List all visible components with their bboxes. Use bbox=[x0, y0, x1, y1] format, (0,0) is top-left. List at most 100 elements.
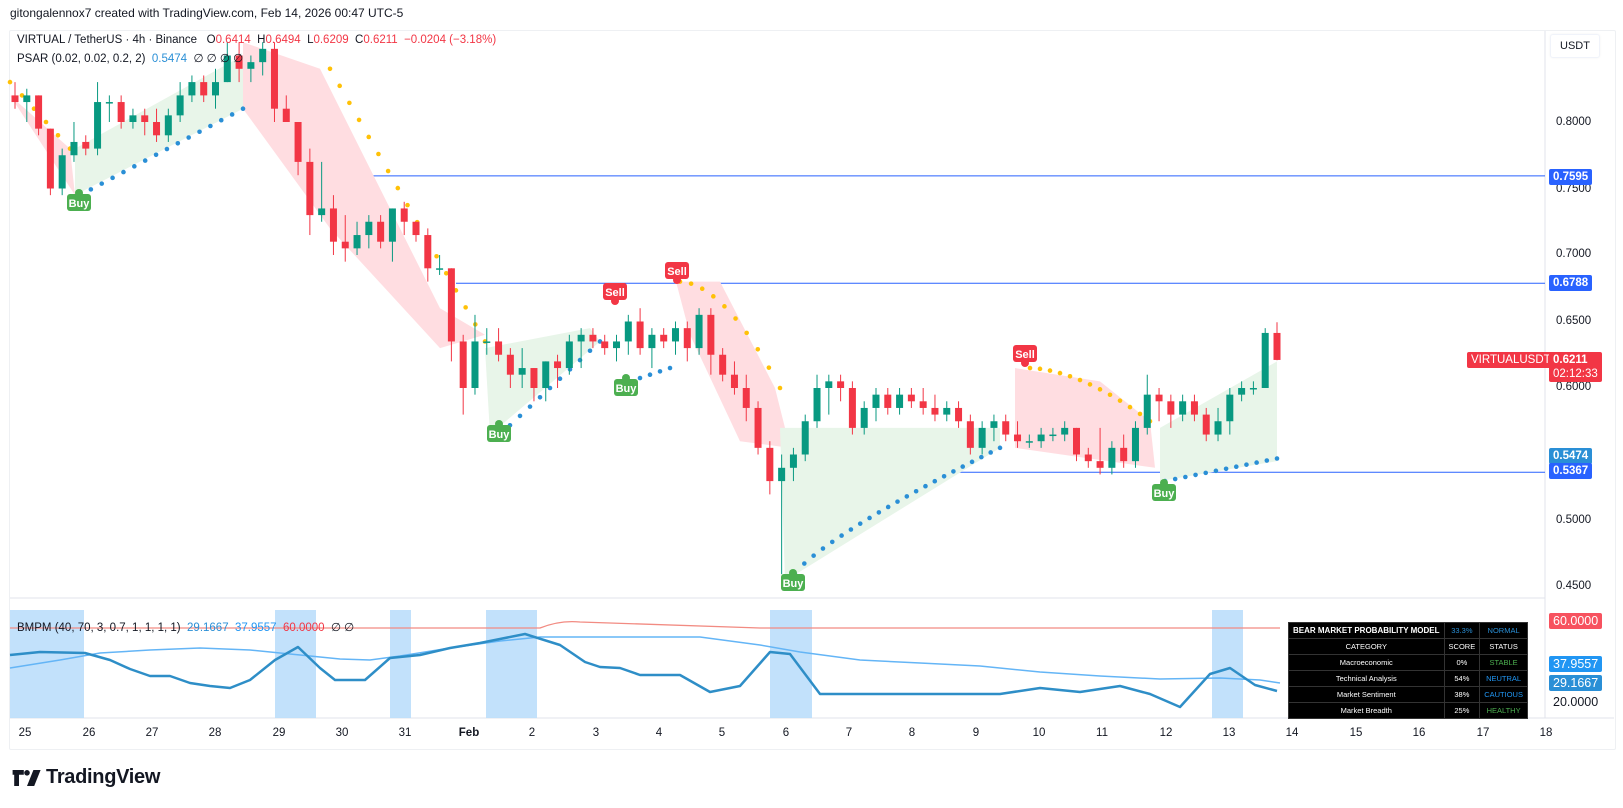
bear-regime: NORMAL bbox=[1479, 622, 1528, 639]
candle-body bbox=[424, 235, 432, 269]
psar-dot bbox=[356, 117, 362, 123]
currency-button[interactable]: USDT bbox=[1550, 34, 1600, 58]
psar-dot bbox=[1037, 366, 1043, 372]
symbol-title[interactable]: VIRTUAL / TetherUS · 4h · Binance bbox=[17, 34, 198, 46]
candle-body bbox=[471, 341, 479, 388]
oscillator-level-tag: 20.0000 bbox=[1553, 695, 1599, 709]
candle-body bbox=[1143, 394, 1151, 428]
bmpm-value-1: 29.1667 bbox=[187, 622, 229, 634]
sell-signal-text: Sell bbox=[605, 287, 625, 299]
time-tick-label: 6 bbox=[782, 727, 790, 739]
psar-dot bbox=[811, 553, 816, 558]
candle-body bbox=[318, 208, 326, 216]
time-tick-label: 7 bbox=[845, 727, 853, 739]
time-tick-label: 16 bbox=[1412, 727, 1426, 739]
oscillator-level-tag: 29.1667 bbox=[1549, 675, 1603, 691]
psar-dot bbox=[1027, 365, 1033, 371]
candle-body bbox=[966, 421, 974, 448]
psar-dot bbox=[941, 473, 947, 479]
psar-dot bbox=[1254, 460, 1259, 465]
price-tick-label: 0.7000 bbox=[1556, 248, 1592, 260]
psar-dot bbox=[218, 117, 224, 123]
psar-dot bbox=[744, 330, 749, 336]
psar-dot bbox=[443, 270, 449, 276]
candle-body bbox=[860, 407, 868, 428]
psar-dot bbox=[1193, 472, 1198, 478]
psar-dot bbox=[153, 152, 159, 158]
candle-body bbox=[978, 427, 986, 448]
psar-dot bbox=[55, 133, 61, 138]
psar-dot bbox=[1077, 377, 1083, 383]
psar-dot bbox=[895, 499, 900, 504]
candle-body bbox=[778, 467, 786, 482]
price-tick-label: 0.6000 bbox=[1556, 381, 1592, 393]
price-level-tag: 0.5474 bbox=[1549, 448, 1593, 464]
close-label: C bbox=[355, 34, 364, 46]
psar-dot bbox=[802, 561, 807, 566]
candle-body bbox=[1120, 447, 1128, 462]
table-row: Macroeconomic 0% STABLE bbox=[1288, 654, 1528, 671]
psar-dot bbox=[711, 294, 716, 299]
candle-body bbox=[518, 368, 526, 375]
psar-name[interactable]: PSAR (0.02, 0.02, 0.2, 2) bbox=[17, 53, 146, 65]
candle-body bbox=[1049, 434, 1057, 437]
candle-body bbox=[23, 95, 31, 103]
psar-dot bbox=[923, 483, 928, 489]
candle-body bbox=[1014, 434, 1022, 442]
candle-body bbox=[884, 394, 892, 408]
sell-signal-label bbox=[665, 262, 689, 279]
sell-signal-label bbox=[603, 283, 627, 300]
candle-body bbox=[601, 341, 609, 349]
psar-dot bbox=[208, 123, 213, 129]
bmpm-name[interactable]: BMPM (40, 70, 3, 0.7, 1, 1, 1, 1) bbox=[17, 622, 181, 634]
bmpm-legend[interactable]: BMPM (40, 70, 3, 0.7, 1, 1, 1, 1) 29.166… bbox=[17, 620, 354, 634]
candle-body bbox=[306, 161, 314, 216]
candle-body bbox=[554, 361, 562, 369]
psar-dot bbox=[142, 158, 148, 163]
candle-body bbox=[648, 334, 656, 349]
psar-dot bbox=[1137, 411, 1143, 417]
psar-dot bbox=[932, 478, 938, 484]
psar-extra-values: ∅ ∅ ∅ ∅ bbox=[193, 53, 244, 65]
candle-body bbox=[660, 334, 668, 342]
psar-dot bbox=[647, 372, 653, 378]
candle-body bbox=[259, 48, 267, 63]
row-status: CAUTIOUS bbox=[1479, 686, 1528, 703]
candle-body bbox=[683, 328, 691, 349]
candle-body bbox=[82, 141, 90, 149]
signal-pointer bbox=[622, 374, 630, 382]
candle-body bbox=[742, 388, 750, 408]
change-value: −0.0204 (−3.18%) bbox=[404, 34, 497, 46]
price-tick-label: 0.5000 bbox=[1556, 514, 1592, 526]
psar-legend[interactable]: PSAR (0.02, 0.02, 0.2, 2) 0.5474 ∅ ∅ ∅ ∅ bbox=[17, 51, 243, 65]
oscillator-level-tag: 60.0000 bbox=[1549, 613, 1603, 629]
psar-dot bbox=[722, 304, 727, 309]
psar-dot bbox=[1274, 456, 1280, 461]
candle-body bbox=[506, 354, 514, 375]
candle-body bbox=[589, 334, 597, 342]
psar-dot bbox=[733, 316, 738, 321]
candle-body bbox=[907, 394, 915, 402]
table-row: Market Breadth 25% HEALTHY bbox=[1288, 702, 1528, 719]
psar-dot bbox=[164, 146, 170, 152]
psar-dot bbox=[755, 346, 761, 352]
tradingview-logo[interactable]: TradingView bbox=[12, 766, 160, 789]
psar-dot bbox=[587, 348, 593, 354]
candle-body bbox=[1002, 421, 1010, 435]
psar-dot bbox=[1172, 476, 1178, 482]
psar-dot bbox=[537, 395, 543, 400]
symbol-legend[interactable]: VIRTUAL / TetherUS · 4h · Binance O0.641… bbox=[17, 34, 496, 46]
candle-body bbox=[896, 394, 904, 408]
psar-dot bbox=[688, 281, 694, 286]
candle-body bbox=[11, 95, 19, 103]
psar-bear-fill bbox=[243, 42, 485, 349]
candle-body bbox=[412, 221, 420, 236]
candle-body bbox=[1096, 461, 1104, 468]
brand-name: TradingView bbox=[46, 766, 161, 788]
candle-body bbox=[624, 321, 632, 342]
psar-dot bbox=[597, 339, 603, 344]
candle-body bbox=[294, 122, 302, 162]
price-tick-label: 0.4500 bbox=[1556, 580, 1592, 592]
buy-signal-text: Buy bbox=[616, 383, 638, 395]
